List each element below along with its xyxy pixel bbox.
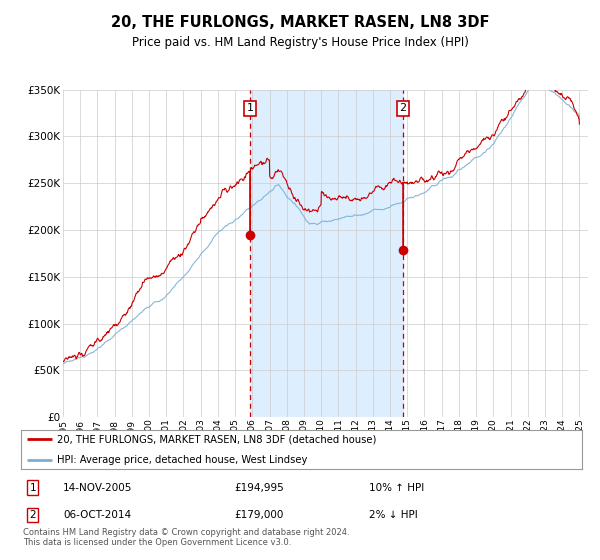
Text: 14-NOV-2005: 14-NOV-2005 bbox=[63, 483, 133, 493]
Text: 2% ↓ HPI: 2% ↓ HPI bbox=[369, 510, 418, 520]
Text: 1: 1 bbox=[29, 483, 36, 493]
Text: 06-OCT-2014: 06-OCT-2014 bbox=[63, 510, 131, 520]
Text: HPI: Average price, detached house, West Lindsey: HPI: Average price, detached house, West… bbox=[58, 455, 308, 465]
Text: £179,000: £179,000 bbox=[234, 510, 284, 520]
Text: Price paid vs. HM Land Registry's House Price Index (HPI): Price paid vs. HM Land Registry's House … bbox=[131, 36, 469, 49]
Text: 2: 2 bbox=[29, 510, 36, 520]
Text: 20, THE FURLONGS, MARKET RASEN, LN8 3DF: 20, THE FURLONGS, MARKET RASEN, LN8 3DF bbox=[111, 15, 489, 30]
Text: 10% ↑ HPI: 10% ↑ HPI bbox=[369, 483, 424, 493]
Text: 1: 1 bbox=[247, 103, 254, 113]
Text: £194,995: £194,995 bbox=[234, 483, 284, 493]
Text: 2: 2 bbox=[400, 103, 407, 113]
Bar bbox=[250, 90, 403, 417]
Text: Contains HM Land Registry data © Crown copyright and database right 2024.
This d: Contains HM Land Registry data © Crown c… bbox=[23, 528, 349, 548]
Text: 20, THE FURLONGS, MARKET RASEN, LN8 3DF (detached house): 20, THE FURLONGS, MARKET RASEN, LN8 3DF … bbox=[58, 435, 377, 444]
